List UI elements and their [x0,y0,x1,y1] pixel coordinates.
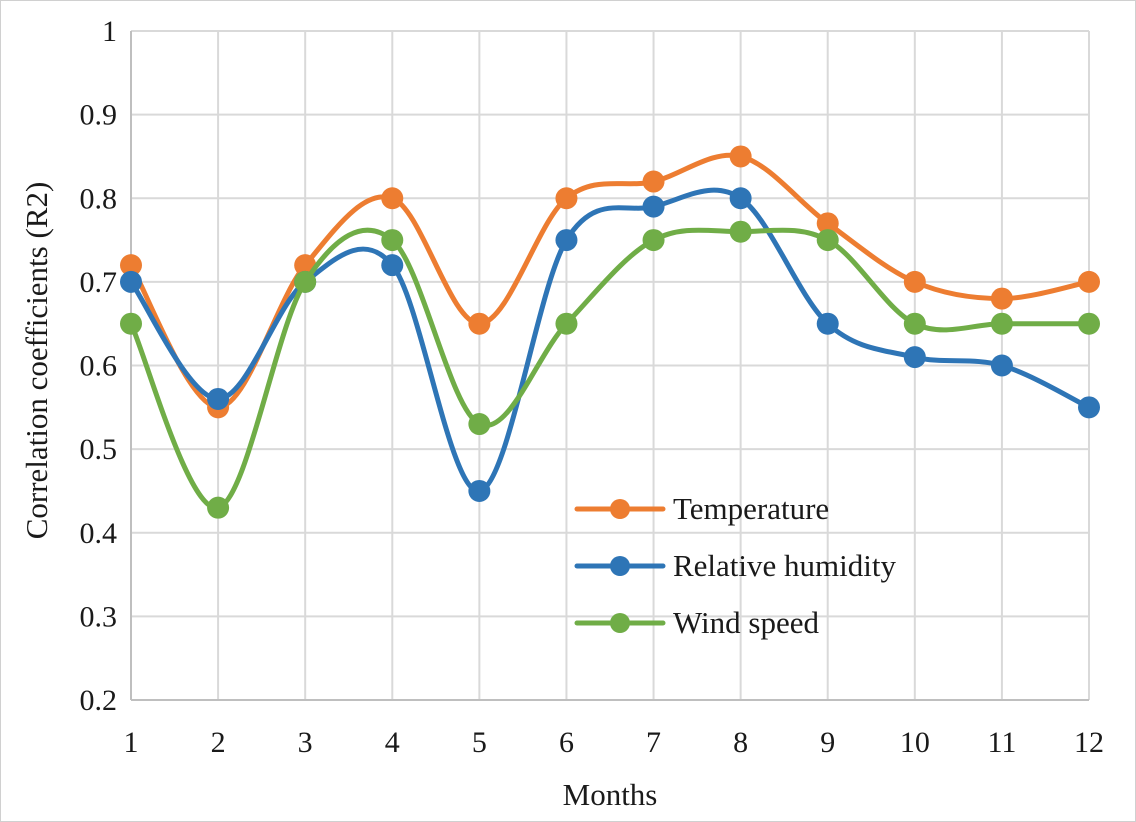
data-point-wind-speed [816,229,839,252]
y-tick-label: 0.2 [80,684,118,717]
data-point-temperature [1078,270,1100,293]
data-point-relative-humidity [903,346,926,369]
x-tick-label: 11 [987,726,1016,759]
data-point-relative-humidity [120,270,142,293]
legend-swatch-marker [610,556,630,576]
data-point-relative-humidity [1078,396,1100,419]
data-point-wind-speed [642,229,665,252]
data-point-wind-speed [903,312,926,335]
data-point-relative-humidity [642,195,665,218]
y-tick-label: 0.5 [80,433,118,466]
data-point-temperature [555,187,578,210]
data-point-wind-speed [990,312,1013,335]
legend-item-temperature: Temperature [574,491,829,526]
series-line-wind-speed [128,227,1092,511]
x-tick-label: 1 [124,726,139,759]
x-tick-label: 7 [646,726,661,759]
legend-item-wind-speed: Wind speed [574,605,819,640]
x-tick-label: 9 [820,726,835,759]
data-point-temperature [903,270,926,293]
data-point-temperature [381,187,404,210]
data-point-relative-humidity [381,254,404,277]
data-point-wind-speed [729,220,752,243]
data-point-wind-speed [1078,312,1100,335]
data-point-wind-speed [468,413,491,436]
y-tick-label: 0.3 [80,600,118,633]
legend-item-relative-humidity: Relative humidity [574,548,896,583]
legend-label: Temperature [673,491,829,526]
data-point-relative-humidity [816,312,839,335]
y-tick-label: 0.6 [80,350,118,383]
data-point-temperature [468,312,491,335]
y-tick-label: 0.9 [80,99,118,132]
legend-label: Wind speed [673,605,819,640]
x-tick-label: 2 [211,726,226,759]
data-point-wind-speed [120,312,142,335]
tick-labels: 0.20.30.40.50.60.70.80.911 2 3 4 5 6 7 8 9 10 11 12 [80,15,1105,759]
data-point-temperature [990,287,1013,310]
data-point-temperature [816,212,839,235]
series-wind-speed [120,220,1100,519]
legend: Temperature Relative humidity Wind speed [574,491,896,640]
gridlines [130,30,1090,701]
x-tick-label: 4 [385,726,400,759]
data-point-relative-humidity [468,479,491,502]
y-axis-title: Correlation coefficients (R2) [19,182,54,540]
x-axis-title: Months [563,777,658,812]
legend-swatch-marker [610,499,630,519]
legend-swatch-marker [610,613,630,633]
x-tick-label: 8 [733,726,748,759]
data-point-temperature [729,145,752,168]
x-tick-label: 3 [298,726,313,759]
series-relative-humidity [120,187,1100,502]
y-tick-label: 0.8 [80,182,118,215]
x-tick-label: 6 [559,726,574,759]
data-point-relative-humidity [555,229,578,252]
data-point-wind-speed [294,270,317,293]
series-lines [120,145,1100,519]
axes [130,31,1089,701]
x-tick-label: 10 [900,726,930,759]
data-point-relative-humidity [990,354,1013,377]
data-point-relative-humidity [207,387,230,410]
data-point-temperature [642,170,665,193]
y-tick-label: 1 [102,15,117,48]
legend-label: Relative humidity [673,548,896,583]
data-point-wind-speed [381,229,404,252]
data-point-wind-speed [207,496,230,519]
y-tick-label: 0.4 [80,517,118,550]
series-line-relative-humidity [128,187,1092,494]
data-point-temperature [120,254,142,277]
x-tick-label: 12 [1074,726,1104,759]
data-point-wind-speed [555,312,578,335]
x-tick-label: 5 [472,726,487,759]
data-point-relative-humidity [729,187,752,210]
y-tick-label: 0.7 [80,266,118,299]
